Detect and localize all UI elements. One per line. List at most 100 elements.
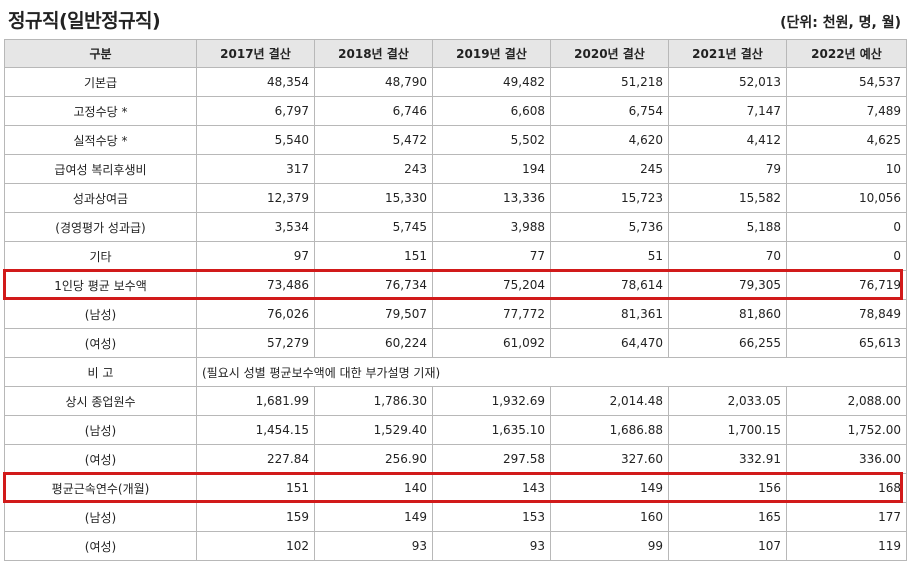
cell-value: 51	[550, 241, 669, 271]
row-label: 성과상여금	[4, 183, 197, 213]
unit-label: (단위: 천원, 명, 월)	[780, 15, 901, 31]
cell-value: 160	[550, 502, 669, 532]
cell-value: 6,608	[432, 96, 551, 126]
cell-value: 77,772	[432, 299, 551, 329]
row-label: 기본급	[4, 67, 197, 97]
cell-value: 15,723	[550, 183, 669, 213]
row-label: 실적수당 *	[4, 125, 197, 155]
cell-value: 153	[432, 502, 551, 532]
cell-value: 156	[668, 473, 787, 503]
cell-value: 5,736	[550, 212, 669, 242]
cell-value: 10,056	[786, 183, 907, 213]
row-label: 기타	[4, 241, 197, 271]
table-row: 성과상여금 12,379 15,330 13,336 15,723 15,582 10,05…	[4, 183, 907, 213]
cell-value: 54,537	[786, 67, 907, 97]
cell-value: 243	[314, 154, 433, 184]
cell-value: 4,412	[668, 125, 787, 155]
row-note: (필요시 성별 평균보수액에 대한 부가설명 기재)	[196, 357, 907, 387]
cell-value: 2,033.05	[668, 386, 787, 416]
cell-value: 7,147	[668, 96, 787, 126]
header-2018: 2018년 결산	[314, 39, 433, 68]
row-label: 1인당 평균 보수액	[4, 270, 197, 300]
cell-value: 76,719	[786, 270, 907, 300]
cell-value: 5,540	[196, 125, 315, 155]
cell-value: 159	[196, 502, 315, 532]
cell-value: 168	[786, 473, 907, 503]
cell-value: 151	[196, 473, 315, 503]
cell-value: 79,507	[314, 299, 433, 329]
cell-value: 140	[314, 473, 433, 503]
cell-value: 102	[196, 531, 315, 561]
cell-value: 1,635.10	[432, 415, 551, 445]
table-row: (남성) 76,026 79,507 77,772 81,361 81,860 78,849	[4, 299, 907, 329]
cell-value: 81,361	[550, 299, 669, 329]
cell-value: 165	[668, 502, 787, 532]
cell-value: 77	[432, 241, 551, 271]
cell-value: 15,582	[668, 183, 787, 213]
table-row: 1인당 평균 보수액 73,486 76,734 75,204 78,614 79,305…	[4, 270, 907, 300]
row-label: (남성)	[4, 299, 197, 329]
cell-value: 64,470	[550, 328, 669, 358]
cell-value: 93	[314, 531, 433, 561]
cell-value: 3,988	[432, 212, 551, 242]
cell-value: 93	[432, 531, 551, 561]
cell-value: 256.90	[314, 444, 433, 474]
cell-value: 1,454.15	[196, 415, 315, 445]
cell-value: 75,204	[432, 270, 551, 300]
cell-value: 327.60	[550, 444, 669, 474]
table-row: (여성) 57,279 60,224 61,092 64,470 66,255 65,613	[4, 328, 907, 358]
cell-value: 5,188	[668, 212, 787, 242]
page-title: 정규직(일반정규직)	[8, 10, 161, 32]
cell-value: 1,686.88	[550, 415, 669, 445]
cell-value: 6,746	[314, 96, 433, 126]
cell-value: 10	[786, 154, 907, 184]
cell-value: 227.84	[196, 444, 315, 474]
cell-value: 5,472	[314, 125, 433, 155]
cell-value: 73,486	[196, 270, 315, 300]
cell-value: 70	[668, 241, 787, 271]
row-label: (여성)	[4, 444, 197, 474]
cell-value: 15,330	[314, 183, 433, 213]
header-category: 구분	[4, 39, 197, 68]
cell-value: 79	[668, 154, 787, 184]
cell-value: 97	[196, 241, 315, 271]
cell-value: 99	[550, 531, 669, 561]
cell-value: 245	[550, 154, 669, 184]
row-label: 고정수당 *	[4, 96, 197, 126]
table-row: 평균근속연수(개월) 151 140 143 149 156 168	[4, 473, 907, 503]
cell-value: 13,336	[432, 183, 551, 213]
cell-value: 1,786.30	[314, 386, 433, 416]
cell-value: 65,613	[786, 328, 907, 358]
table-row: 실적수당 * 5,540 5,472 5,502 4,620 4,412 4,625	[4, 125, 907, 155]
row-label: (남성)	[4, 415, 197, 445]
compensation-table: 구분 2017년 결산 2018년 결산 2019년 결산 2020년 결산 2…	[4, 39, 907, 561]
cell-value: 57,279	[196, 328, 315, 358]
row-label: (여성)	[4, 531, 197, 561]
cell-value: 332.91	[668, 444, 787, 474]
table-row: (여성) 227.84 256.90 297.58 327.60 332.91 336.00	[4, 444, 907, 474]
row-label: (여성)	[4, 328, 197, 358]
cell-value: 12,379	[196, 183, 315, 213]
row-label: (경영평가 성과급)	[4, 212, 197, 242]
cell-value: 4,620	[550, 125, 669, 155]
table-row: (남성) 159 149 153 160 165 177	[4, 502, 907, 532]
table-row: 비 고 (필요시 성별 평균보수액에 대한 부가설명 기재)	[4, 357, 907, 387]
cell-value: 1,752.00	[786, 415, 907, 445]
cell-value: 1,529.40	[314, 415, 433, 445]
cell-value: 48,354	[196, 67, 315, 97]
cell-value: 149	[550, 473, 669, 503]
table-row: (경영평가 성과급) 3,534 5,745 3,988 5,736 5,188 0	[4, 212, 907, 242]
row-label: 평균근속연수(개월)	[4, 473, 197, 503]
row-label: 상시 종업원수	[4, 386, 197, 416]
table-header-row: 구분 2017년 결산 2018년 결산 2019년 결산 2020년 결산 2…	[4, 39, 907, 68]
cell-value: 2,088.00	[786, 386, 907, 416]
table-row: 기본급 48,354 48,790 49,482 51,218 52,013 54,537	[4, 67, 907, 97]
cell-value: 79,305	[668, 270, 787, 300]
cell-value: 48,790	[314, 67, 433, 97]
cell-value: 177	[786, 502, 907, 532]
cell-value: 149	[314, 502, 433, 532]
cell-value: 81,860	[668, 299, 787, 329]
cell-value: 336.00	[786, 444, 907, 474]
cell-value: 1,932.69	[432, 386, 551, 416]
cell-value: 194	[432, 154, 551, 184]
